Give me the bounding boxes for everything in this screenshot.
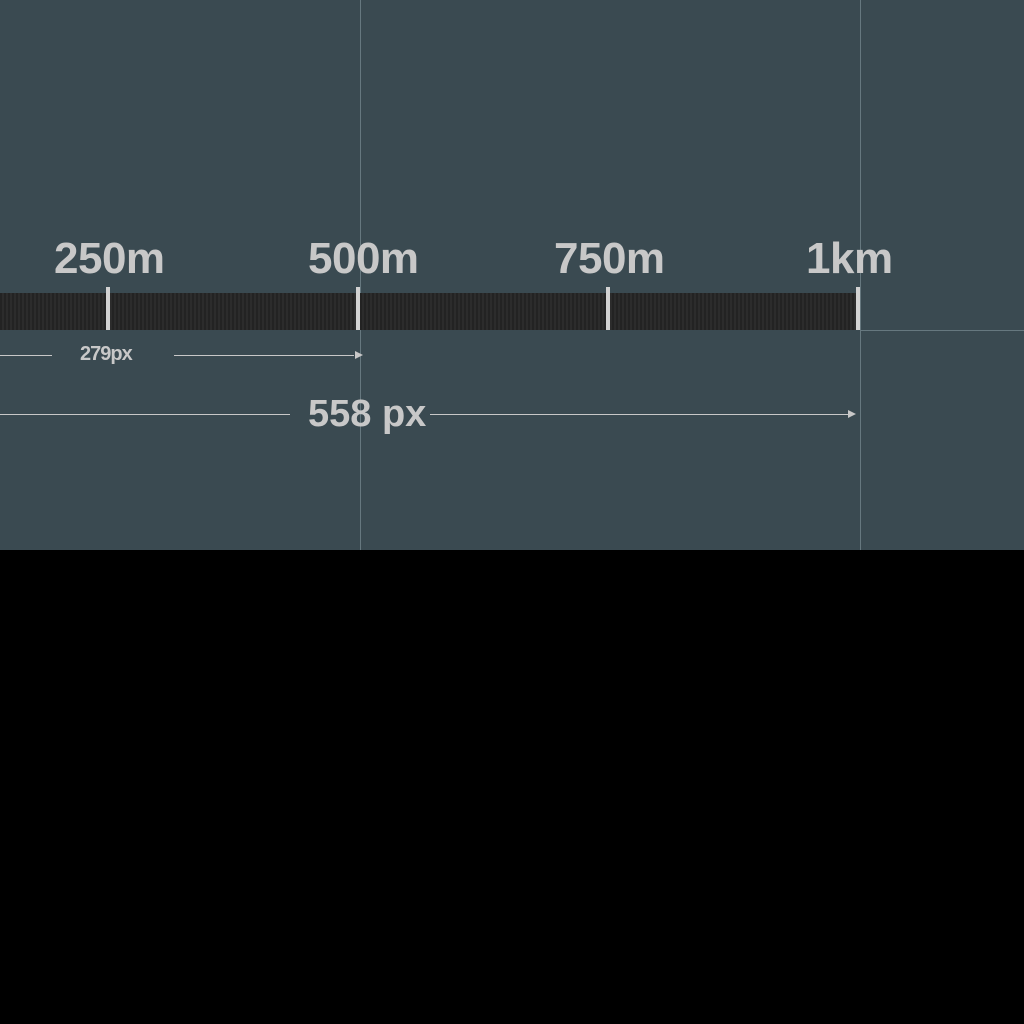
guide-line-horizontal — [860, 330, 1024, 331]
measure-label-long: 558 px — [308, 393, 427, 435]
tick-1km — [856, 287, 860, 330]
tick-750m — [606, 287, 610, 330]
scale-label-500m: 500m — [308, 234, 419, 283]
scale-label-1km: 1km — [806, 234, 893, 283]
measure-label-short: 279px — [80, 343, 133, 365]
arrowhead-long — [848, 410, 856, 418]
scale-bar — [0, 293, 860, 330]
measure-line-short-right — [174, 355, 354, 356]
guide-line-500m — [360, 0, 361, 550]
scale-label-250m: 250m — [54, 234, 165, 283]
measure-line-short-left — [0, 355, 52, 356]
tick-500m — [356, 287, 360, 330]
scale-bar-panel: 250m 500m 750m 1km 279px 558 px — [0, 0, 1024, 550]
measure-line-long-left — [0, 414, 290, 415]
scale-label-750m: 750m — [554, 234, 665, 283]
guide-line-1km — [860, 0, 861, 550]
measure-line-long-right — [430, 414, 848, 415]
arrowhead-short — [355, 351, 363, 359]
tick-250m — [106, 287, 110, 330]
